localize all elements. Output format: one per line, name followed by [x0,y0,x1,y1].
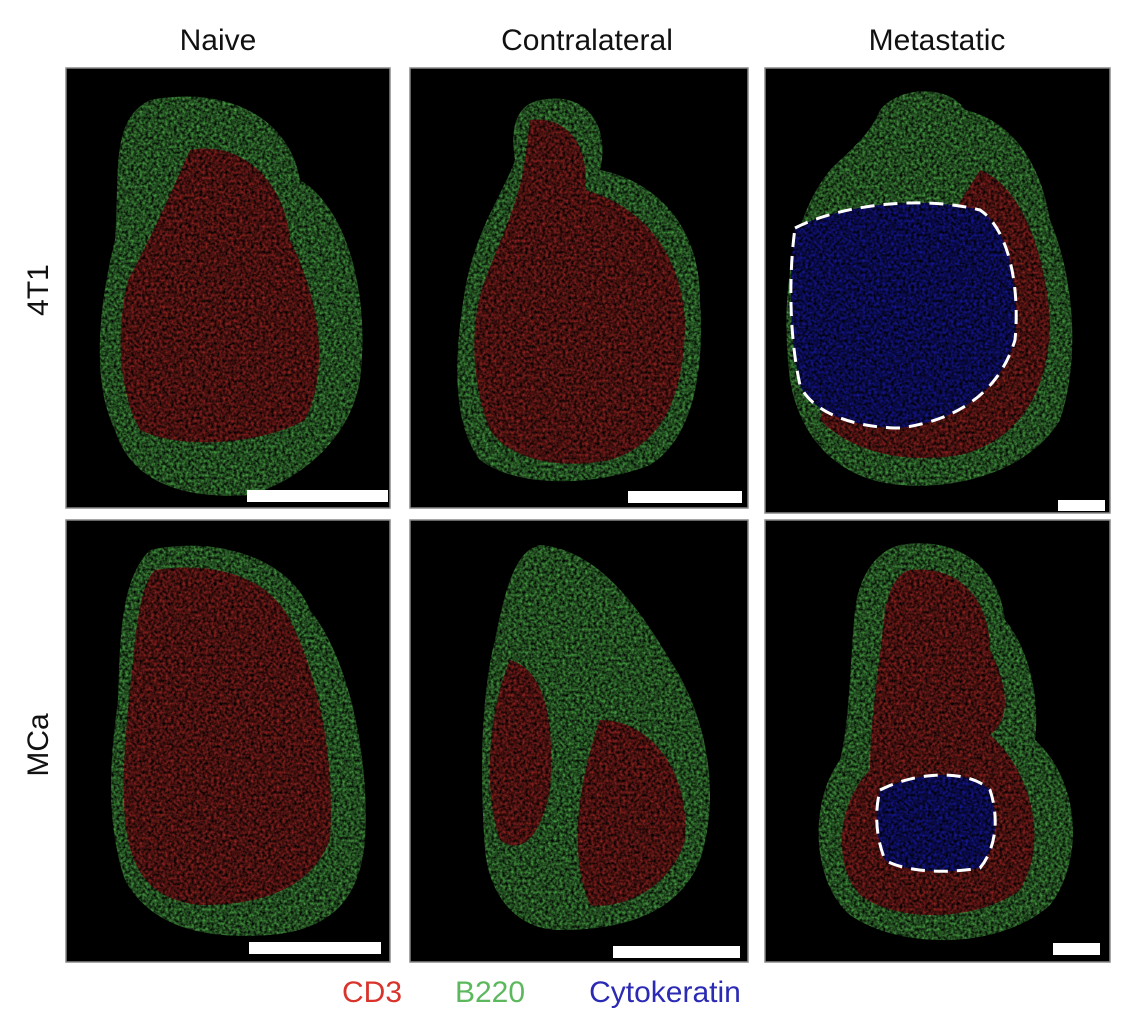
legend-label: CD3 [342,976,402,1009]
scale-bar [1058,500,1105,511]
column-header: Naive [180,24,257,57]
row-label: 4T1 [22,264,55,316]
scale-bar [247,490,388,502]
micrograph [764,67,1111,514]
micrograph [65,67,391,509]
column-header: Metastatic [869,24,1006,57]
scale-bar [613,946,740,958]
micrograph [65,519,391,963]
scale-bar [249,942,381,954]
legend-label: B220 [455,976,525,1009]
micrograph [764,519,1111,963]
column-header: Contralateral [501,24,673,57]
micrograph [409,519,749,963]
micrograph [409,67,749,509]
row-label: MCa [22,713,55,777]
scale-bar [628,491,742,503]
legend-label: Cytokeratin [589,976,741,1009]
scale-bar [1053,943,1100,955]
